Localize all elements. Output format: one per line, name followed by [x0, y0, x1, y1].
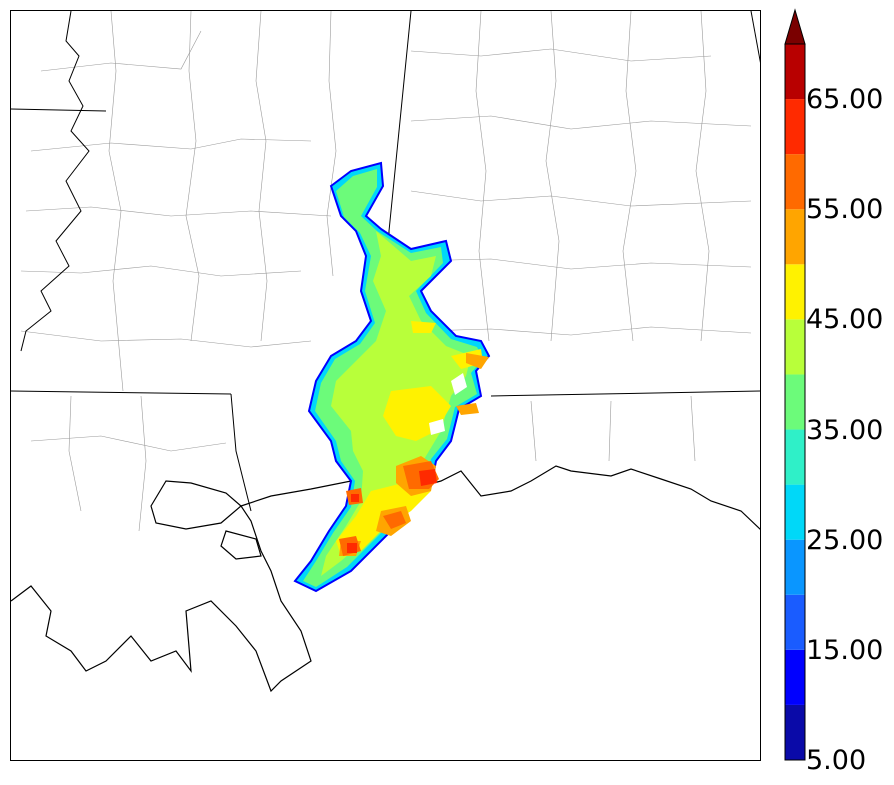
colorbar-tick-label-45: 45.00 [806, 304, 884, 336]
colorbar-tick-label-25: 25.00 [806, 524, 884, 556]
county-boundaries [20, 11, 752, 532]
colorbar-band [785, 484, 805, 540]
colorbar-band [785, 429, 805, 485]
coastline [11, 465, 760, 693]
map-canvas [11, 11, 760, 693]
mississippi-river [20, 11, 90, 352]
colorbar-band [785, 99, 805, 155]
lake-pontchartrain [150, 480, 242, 530]
lake-borgne [220, 530, 262, 560]
echo-45dbz [336, 321, 483, 556]
echo-60dbz [347, 469, 437, 553]
colorbar-band [785, 44, 805, 100]
colorbar-tick-label-15: 15.00 [806, 634, 884, 666]
colorbar-band [785, 594, 805, 650]
colorbar-tick-label-5: 5.00 [806, 745, 867, 776]
colorbar-band [785, 374, 805, 430]
colorbar-extend-arrow [784, 8, 806, 45]
colorbar [784, 8, 806, 761]
colorbar-tick-label-55: 55.00 [806, 194, 884, 226]
colorbar-band [785, 209, 805, 265]
echo-hole-1 [429, 373, 467, 435]
colorbar-bands [784, 8, 806, 761]
map-panel [10, 10, 761, 761]
colorbar-band [785, 319, 805, 375]
colorbar-band [785, 704, 805, 760]
colorbar-tick-label-35: 35.00 [806, 414, 884, 446]
colorbar-band [785, 649, 805, 705]
colorbar-band [785, 264, 805, 320]
colorbar-frame [784, 43, 806, 761]
echo-55dbz [339, 461, 439, 556]
colorbar-band [785, 154, 805, 210]
reflectivity-field [293, 161, 491, 593]
colorbar-band [785, 539, 805, 595]
colorbar-tick-label-65: 65.00 [806, 84, 884, 116]
